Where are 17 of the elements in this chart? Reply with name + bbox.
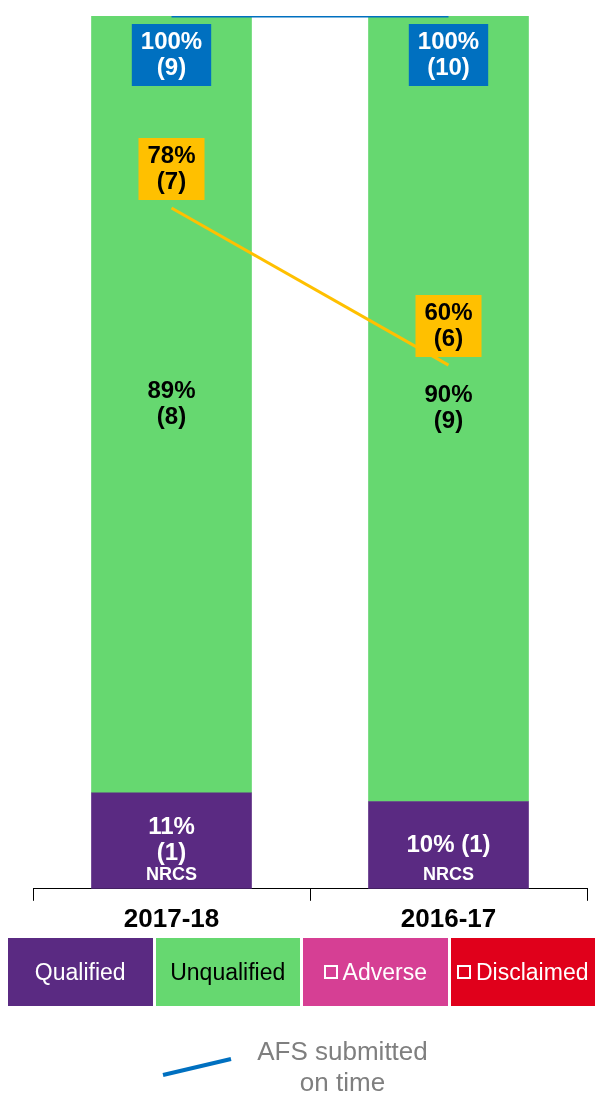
text: Unqualified (170, 958, 286, 986)
annotation: NRCS (422, 864, 475, 885)
data-label: 89% (8) (147, 376, 196, 430)
data-label: 78% (7) (147, 140, 196, 194)
data-label: 100% (10) (417, 26, 480, 80)
legend-label: Disclaimed (476, 958, 589, 986)
data-label: 90% (9) (424, 380, 473, 434)
data-label: 60% (6) (424, 297, 473, 351)
x-tick-label: 2016-17 (400, 902, 497, 933)
data-label: 10% (1) (406, 829, 491, 857)
legend-label: AFS submitted on time (256, 1036, 429, 1098)
data-label: 11% (1) (148, 812, 195, 866)
annotation: NRCS (145, 864, 198, 885)
legend-label: Adverse (342, 958, 427, 986)
text: Qualified (34, 958, 126, 986)
x-tick-label: 2017-18 (123, 902, 220, 933)
data-label: 100% (9) (140, 26, 203, 80)
